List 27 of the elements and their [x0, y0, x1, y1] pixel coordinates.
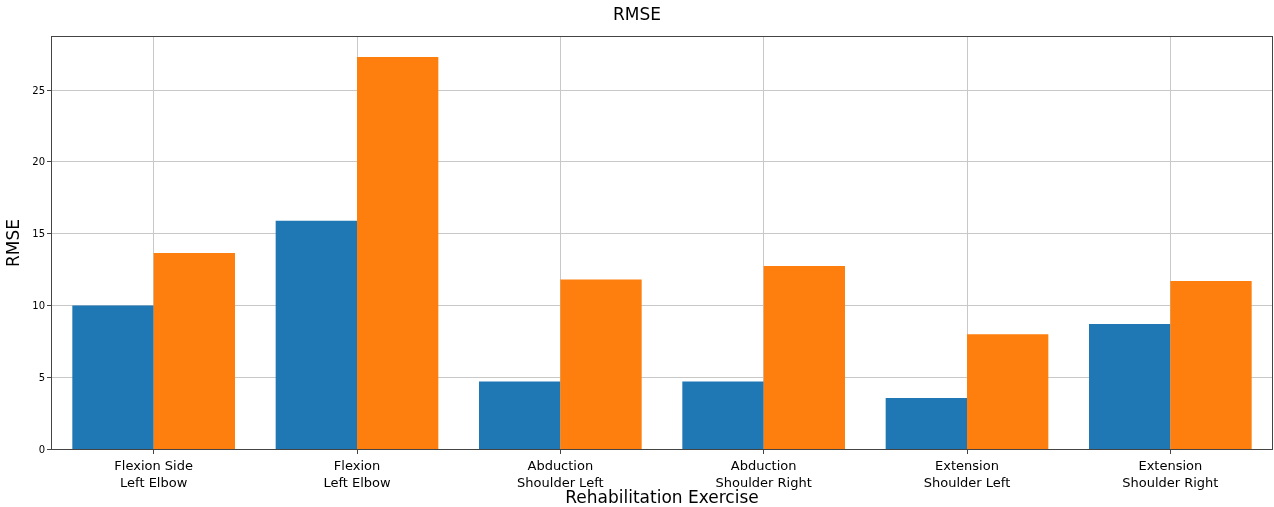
bar: [560, 279, 642, 449]
y-tick-label: 5: [38, 371, 45, 383]
x-axis-title: Rehabilitation Exercise: [565, 487, 759, 507]
y-tick-label: 15: [32, 228, 45, 240]
bar: [72, 305, 154, 449]
x-tick-label: Extension Shoulder Left: [923, 457, 1011, 490]
bar: [885, 398, 967, 449]
x-tick-label: Flexion Left Elbow: [323, 457, 391, 490]
bar: [967, 334, 1049, 449]
chart-title: RMSE: [612, 3, 662, 24]
x-tick-label: Extension Shoulder Right: [1122, 457, 1219, 490]
x-tick-label: Abduction Shoulder Right: [715, 457, 812, 490]
bar: [275, 220, 357, 449]
bar: [479, 381, 561, 449]
x-tick-label: Flexion Side Left Elbow: [114, 457, 193, 490]
bar: [763, 265, 845, 449]
bar: [1170, 281, 1252, 449]
bar: [1089, 324, 1171, 449]
y-tick-label: 0: [38, 443, 45, 455]
y-axis-title: RMSE: [2, 218, 23, 268]
y-tick-label: 20: [32, 156, 45, 168]
y-tick-label: 25: [32, 84, 45, 96]
x-tick-label: Abduction Shoulder Left: [517, 457, 604, 490]
y-tick-label: 10: [32, 299, 45, 311]
bar: [357, 57, 439, 449]
bar: [153, 253, 235, 449]
bar: [682, 381, 764, 449]
